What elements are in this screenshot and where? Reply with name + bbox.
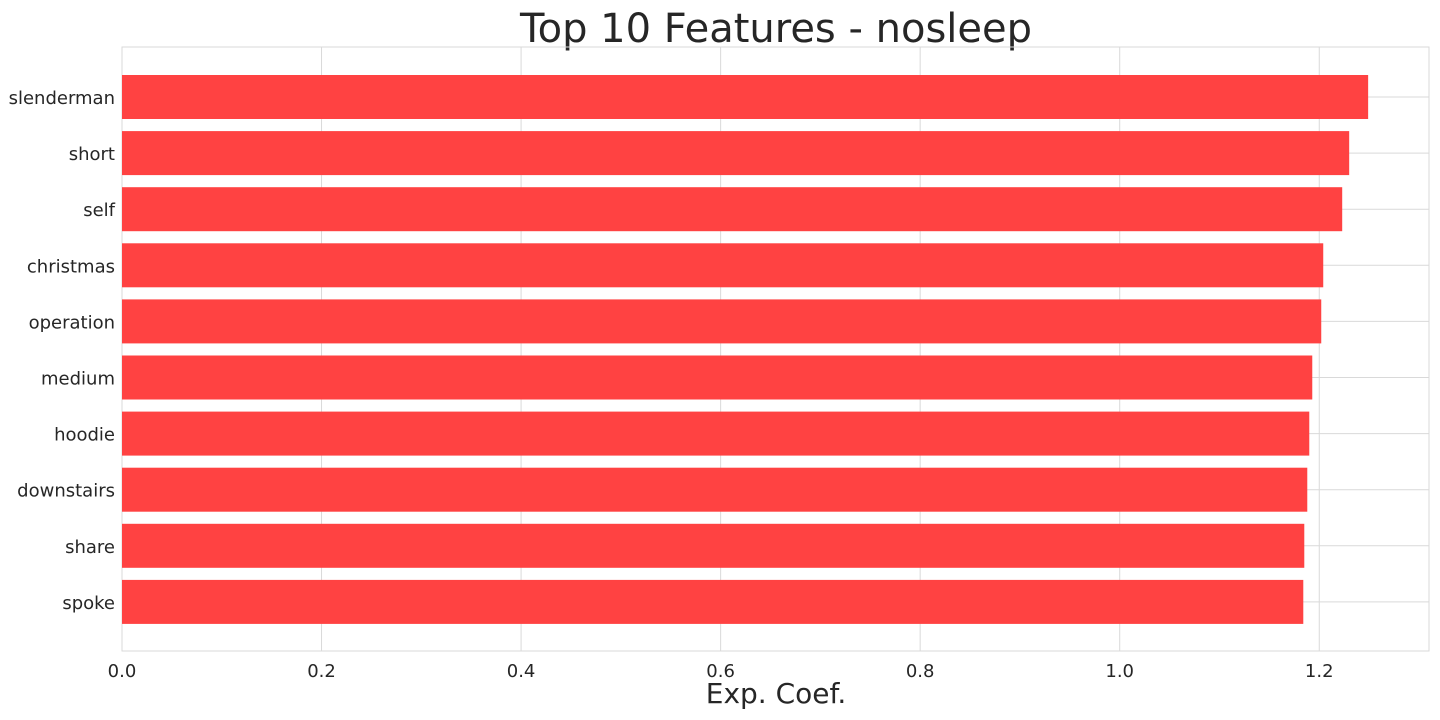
x-axis-label: Exp. Coef. [706, 677, 846, 710]
y-tick-label: slenderman [9, 88, 115, 109]
x-tick-labels: 0.0 0.2 0.4 0.6 0.8 1.0 1.2 [108, 661, 1334, 682]
y-tick-label: operation [29, 312, 115, 333]
bar-hoodie [122, 411, 1310, 456]
y-tick-label: share [65, 537, 115, 558]
y-tick-label: spoke [62, 593, 115, 614]
bar-downstairs [122, 467, 1308, 512]
bar-christmas [122, 243, 1324, 288]
x-tick-label: 0.2 [307, 661, 336, 682]
bar-spoke [122, 579, 1304, 624]
y-tick-label: hoodie [54, 425, 115, 446]
y-tick-label: medium [41, 369, 115, 390]
chart-title: Top 10 Features - nosleep [519, 6, 1032, 52]
y-tick-label: self [83, 200, 115, 221]
y-tick-label: downstairs [17, 481, 115, 502]
y-tick-label: short [69, 144, 115, 165]
bar-share [122, 523, 1305, 568]
x-tick-label: 0.4 [507, 661, 536, 682]
bar-medium [122, 355, 1313, 400]
bar-slenderman [122, 75, 1369, 119]
bar-short [122, 131, 1350, 176]
y-tick-label: christmas [27, 256, 115, 277]
x-tick-label: 1.2 [1305, 661, 1334, 682]
x-tick-label: 0.6 [706, 661, 735, 682]
bars-layer [122, 75, 1369, 624]
x-tick-label: 1.0 [1105, 661, 1134, 682]
x-tick-label: 0.8 [906, 661, 935, 682]
bar-self [122, 187, 1343, 232]
y-tick-labels: slenderman short self christmas operation med… [9, 88, 116, 614]
x-tick-label: 0.0 [108, 661, 137, 682]
bar-operation [122, 299, 1322, 344]
